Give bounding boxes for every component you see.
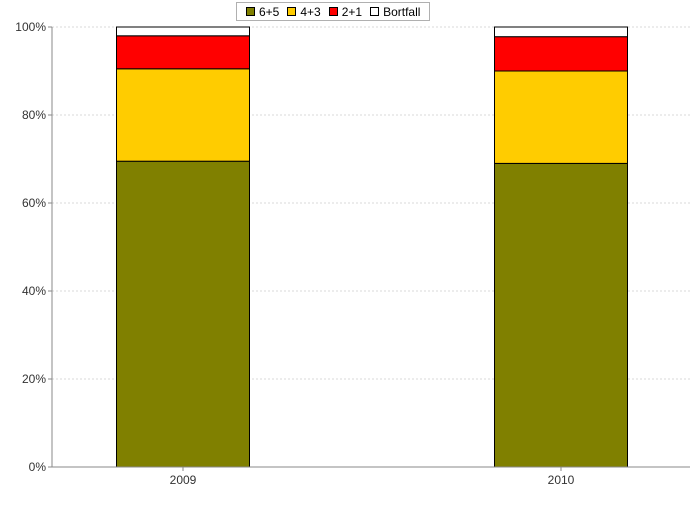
tick-labels: 0% 20% 40% 60% 80% 100% 2009 2010 [15, 20, 574, 487]
y-tick-label: 0% [29, 460, 47, 474]
legend-item: 6+5 [246, 5, 279, 19]
bar-segment-4-3-2010 [494, 70, 628, 164]
axes [48, 26, 690, 471]
legend-swatch [370, 7, 380, 16]
bars [116, 26, 628, 468]
y-tick-label: 40% [22, 284, 46, 298]
bar-segment-6-5-2009 [116, 160, 250, 468]
legend-item: Bortfall [370, 5, 420, 19]
x-tick-label: 2009 [170, 473, 197, 487]
legend-item: 2+1 [328, 4, 363, 19]
bar-segment-bortfall-2010 [494, 26, 628, 38]
bar-segment-2-1-2009 [116, 35, 250, 70]
bar-segment-bortfall-2009 [116, 26, 250, 37]
x-tick-label: 2010 [548, 473, 575, 487]
bar-segment-4-3-2009 [116, 68, 250, 162]
legend-swatch [328, 7, 338, 16]
legend-swatch [287, 7, 297, 16]
y-tick-label: 80% [22, 108, 46, 122]
y-tick-label: 60% [22, 196, 46, 210]
y-tick-label: 20% [22, 372, 46, 386]
bar-segment-6-5-2010 [494, 162, 628, 468]
legend-label: 2+1 [341, 4, 363, 19]
legend-label: 4+3 [300, 4, 321, 19]
y-tick-label: 100% [15, 20, 46, 34]
bar-segment-2-1-2010 [494, 36, 628, 72]
legend-label: 6+5 [259, 4, 280, 19]
legend-label: Bortfall [383, 4, 421, 19]
legend: 6+5 4+3 2+1 Bortfall [236, 2, 431, 21]
legend-item: 4+3 [287, 4, 321, 19]
legend-swatch [246, 7, 255, 16]
